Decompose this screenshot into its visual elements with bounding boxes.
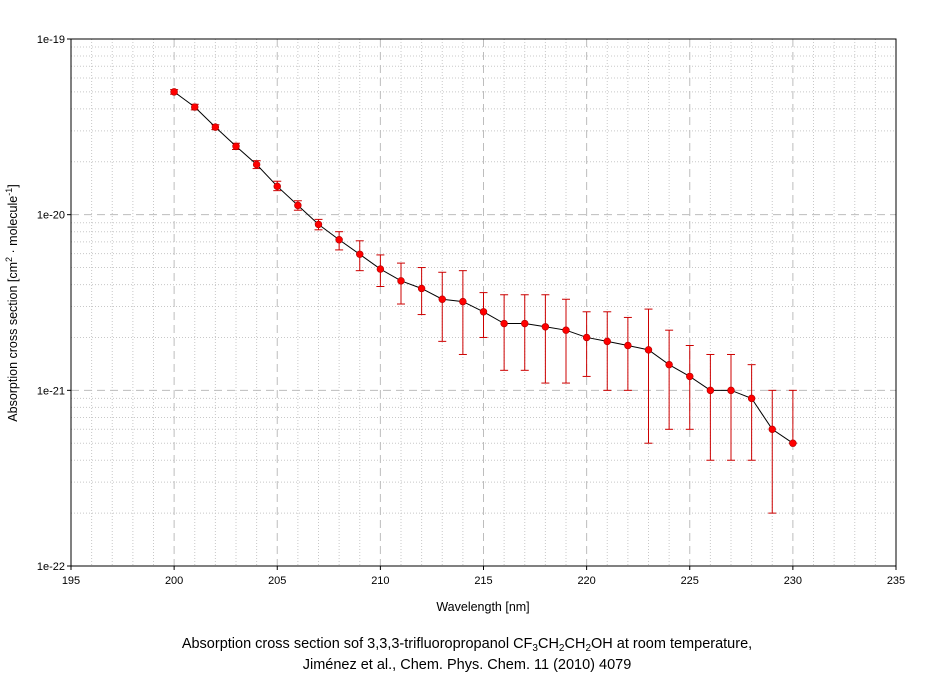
data-point [438, 295, 446, 303]
x-tick-label: 230 [784, 575, 802, 587]
caption-sub-2: 2 [558, 643, 565, 654]
error-bars [170, 89, 797, 514]
error-bar [727, 353, 735, 461]
data-point [521, 319, 529, 328]
data-point [747, 394, 756, 403]
data-point [397, 277, 405, 285]
error-bar [623, 316, 632, 391]
caption-line-2: Jiménez et al., Chem. Phys. Chem. 11 (20… [302, 657, 632, 673]
y-tick-label: 1e-21 [37, 385, 65, 397]
error-bar [562, 298, 570, 384]
minor-grid [71, 39, 896, 566]
x-tick-label: 225 [681, 575, 699, 587]
x-axis-label: Wavelength [nm] [436, 600, 529, 614]
data-point [335, 236, 343, 244]
caption-line-1: Absorption cross section sof 3,3,3-trifl… [0, 634, 934, 655]
error-bar [438, 271, 447, 342]
x-axis-ticks: 195 200 205 210 215 220 225 230 235 [62, 566, 905, 587]
data-point [417, 284, 426, 293]
error-bar [458, 270, 467, 355]
x-tick-label: 195 [62, 575, 80, 587]
data-point [603, 337, 611, 346]
error-bar [541, 294, 550, 384]
y-tick-label: 1e-20 [37, 210, 65, 222]
chart: 195 200 205 210 215 220 225 230 235 1e-191e-201e… [4, 34, 905, 614]
data-point [624, 341, 632, 350]
y-axis-label-prefix: Absorption cross section [cm [6, 262, 20, 422]
data-point [582, 333, 591, 342]
caption-mid-2: CH [564, 636, 586, 652]
x-tick-label: 200 [165, 575, 183, 587]
data-point [211, 123, 220, 131]
data-point [170, 88, 178, 96]
data-point [665, 360, 673, 369]
x-tick-label: 235 [887, 575, 905, 587]
data-point [479, 308, 488, 316]
caption-sub-3: 2 [585, 643, 591, 654]
x-tick-label: 210 [371, 575, 389, 587]
y-axis-ticks: 1e-19 1e-20 1e-21 1e-22 [37, 34, 71, 573]
y-axis-label-middle: · molecule [6, 196, 20, 257]
caption-sub-1: 3 [532, 643, 538, 654]
caption-prefix: Absorption cross section sof 3,3,3-trifl… [181, 636, 533, 652]
error-bar [685, 344, 694, 430]
y-axis-label-suffix: ] [6, 184, 20, 187]
data-point [191, 103, 199, 111]
error-bar [644, 308, 653, 444]
data-point [500, 319, 508, 328]
x-tick-label: 205 [268, 575, 286, 587]
error-bar [520, 294, 529, 371]
data-point [686, 372, 694, 381]
error-bar [500, 294, 509, 371]
y-axis-label: Absorption cross section [cm2 · molecule… [4, 184, 20, 421]
x-tick-label: 220 [577, 575, 595, 587]
error-bar [603, 311, 612, 391]
y-tick-label: 1e-22 [37, 561, 65, 573]
y-axis-label-sup1: 2 [4, 257, 14, 262]
data-point [706, 386, 715, 395]
data-point [314, 220, 323, 229]
y-axis-label-sup2: -1 [4, 188, 14, 196]
data-points [170, 88, 797, 447]
data-point [232, 142, 240, 151]
data-point [273, 182, 281, 191]
data-point [768, 425, 776, 434]
error-bar [768, 389, 777, 514]
caption-mid-1: CH [537, 636, 559, 652]
y-tick-label: 1e-19 [37, 34, 65, 46]
data-point [376, 265, 385, 273]
caption-suffix: OH at room temperature, [591, 636, 753, 652]
error-bar [706, 353, 715, 461]
data-point [789, 439, 797, 447]
data-point [644, 346, 653, 354]
data-point [356, 250, 364, 258]
data-point [727, 386, 735, 395]
data-point [541, 323, 550, 331]
error-bar [747, 364, 756, 461]
data-point [294, 201, 302, 210]
x-tick-label: 215 [474, 575, 492, 587]
error-bar [582, 311, 591, 377]
error-bar [665, 329, 674, 430]
data-point [252, 160, 261, 169]
data-point [459, 297, 467, 306]
data-point [562, 326, 570, 334]
